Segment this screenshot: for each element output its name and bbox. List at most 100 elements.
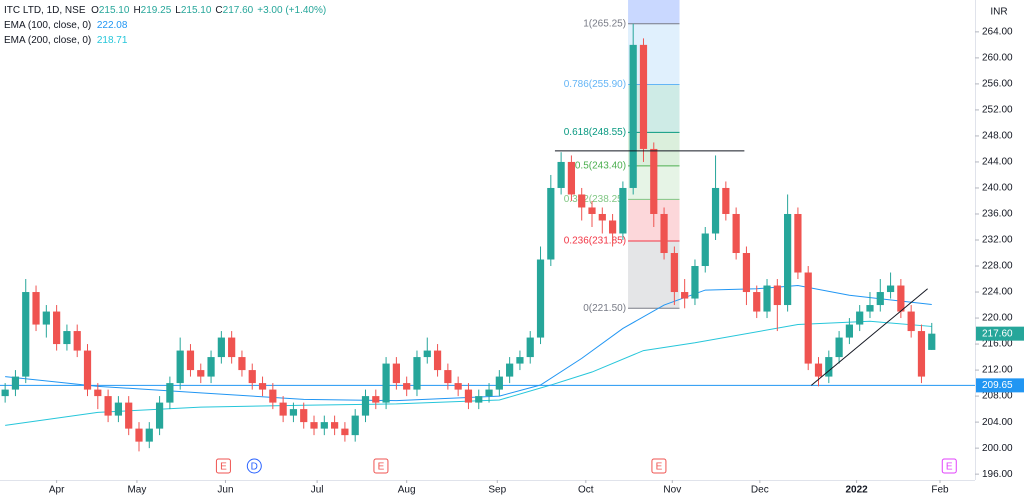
fib-label: 0.236(231.85) xyxy=(564,236,626,247)
candle-body xyxy=(907,311,915,332)
ohlc-value: 215.10 xyxy=(180,5,212,16)
candle-body xyxy=(135,428,143,442)
candle-body xyxy=(495,376,503,390)
candle-body xyxy=(547,187,555,260)
candle-body xyxy=(372,396,380,403)
ohlc-key: L xyxy=(175,5,181,16)
candle-body xyxy=(475,396,483,403)
candle-body xyxy=(876,292,884,306)
candle-body xyxy=(711,187,720,234)
x-tick-label: Aug xyxy=(398,485,416,496)
candle-body xyxy=(722,187,730,214)
ema-name: EMA (100, close, 0) xyxy=(4,20,92,31)
ema-value: 222.08 xyxy=(96,20,128,31)
symbol-row: ITC LTD, 1D, NSE O215.10 H219.25 L215.10 C2… xyxy=(4,3,330,18)
event-label: E xyxy=(946,462,953,473)
y-tick-label: 220.00 xyxy=(982,313,1013,324)
candle-body xyxy=(804,272,812,364)
candle-body xyxy=(856,311,864,325)
ema-row: EMA (200, close, 0) 218.71 xyxy=(4,33,330,48)
candle-body xyxy=(433,350,442,371)
event-label: E xyxy=(378,462,385,473)
candle-body xyxy=(825,357,833,377)
price-tag xyxy=(976,326,1024,341)
candle-body xyxy=(639,44,648,149)
candle-body xyxy=(269,389,277,403)
candle-body xyxy=(701,233,709,267)
candle-body xyxy=(835,337,843,358)
x-tick-label: Nov xyxy=(663,485,681,496)
candle-body xyxy=(784,213,792,306)
event-marker xyxy=(651,458,667,474)
candle-body xyxy=(361,396,370,416)
candle-body xyxy=(1,389,9,397)
y-tick-label: 216.00 xyxy=(982,339,1013,350)
candle-body xyxy=(145,428,153,442)
candle-body xyxy=(598,213,606,221)
candle-body xyxy=(320,422,328,429)
candle-body xyxy=(155,402,164,429)
change: +3.00 (+1.40%) xyxy=(257,5,327,16)
candle-body xyxy=(608,220,617,234)
candle-body xyxy=(114,402,123,416)
y-tick-label: 248.00 xyxy=(982,131,1013,142)
y-tick-label: 244.00 xyxy=(982,157,1013,168)
candle-body xyxy=(186,350,195,371)
candle-body xyxy=(83,350,92,390)
candle-body xyxy=(897,285,905,312)
candle-body xyxy=(63,331,71,345)
candle-body xyxy=(917,331,926,377)
candle-body xyxy=(763,285,771,312)
candle-body xyxy=(207,357,215,377)
candle-body xyxy=(886,285,895,293)
ohlc-value: 219.25 xyxy=(140,5,172,16)
candle-body xyxy=(73,331,81,351)
candle-body xyxy=(351,415,359,436)
y-tick-label: 260.00 xyxy=(982,53,1013,64)
candle-body xyxy=(578,194,586,208)
x-tick-label: Oct xyxy=(578,485,594,496)
candle-body xyxy=(814,363,823,377)
event-label: D xyxy=(251,462,258,473)
candle-body xyxy=(794,213,802,273)
candle-body xyxy=(526,337,534,358)
x-tick-label: Sep xyxy=(488,485,506,496)
candle-body xyxy=(485,389,493,397)
candle-body xyxy=(217,337,225,358)
ema-line xyxy=(5,320,932,426)
candle-body xyxy=(228,337,236,358)
candle-body xyxy=(104,396,112,416)
price-tag xyxy=(976,378,1024,393)
candle-body xyxy=(382,363,390,403)
x-tick-label: Feb xyxy=(931,485,949,496)
y-tick-label: 232.00 xyxy=(982,235,1013,246)
candle-body xyxy=(928,333,936,350)
event-marker xyxy=(246,458,262,474)
candle-body xyxy=(742,253,751,293)
x-tick-label: Apr xyxy=(49,485,65,496)
y-tick-label: 204.00 xyxy=(982,417,1013,428)
ohlc-key: H xyxy=(133,5,141,16)
ohlc-value: 215.10 xyxy=(98,5,130,16)
y-tick-label: 264.00 xyxy=(982,27,1013,38)
fib-label: 0.5(243.40) xyxy=(575,160,626,171)
candle-body xyxy=(53,311,61,345)
y-tick-label: 252.00 xyxy=(982,105,1013,116)
candle-body xyxy=(619,187,627,234)
candle-body xyxy=(403,383,411,390)
candle-body xyxy=(845,324,853,338)
event-marker xyxy=(215,458,231,474)
candle-body xyxy=(557,161,565,188)
candle-body xyxy=(681,292,689,299)
event-marker xyxy=(941,458,957,474)
candle-body xyxy=(279,402,287,416)
candle-body xyxy=(866,305,874,312)
y-tick-label: 240.00 xyxy=(982,183,1013,194)
candle-body xyxy=(300,409,308,423)
y-tick-label: 212.00 xyxy=(982,365,1013,376)
candle-body xyxy=(392,363,400,384)
candle-body xyxy=(567,161,576,195)
candle-body xyxy=(258,383,267,390)
y-tick-label: 256.00 xyxy=(982,79,1013,90)
